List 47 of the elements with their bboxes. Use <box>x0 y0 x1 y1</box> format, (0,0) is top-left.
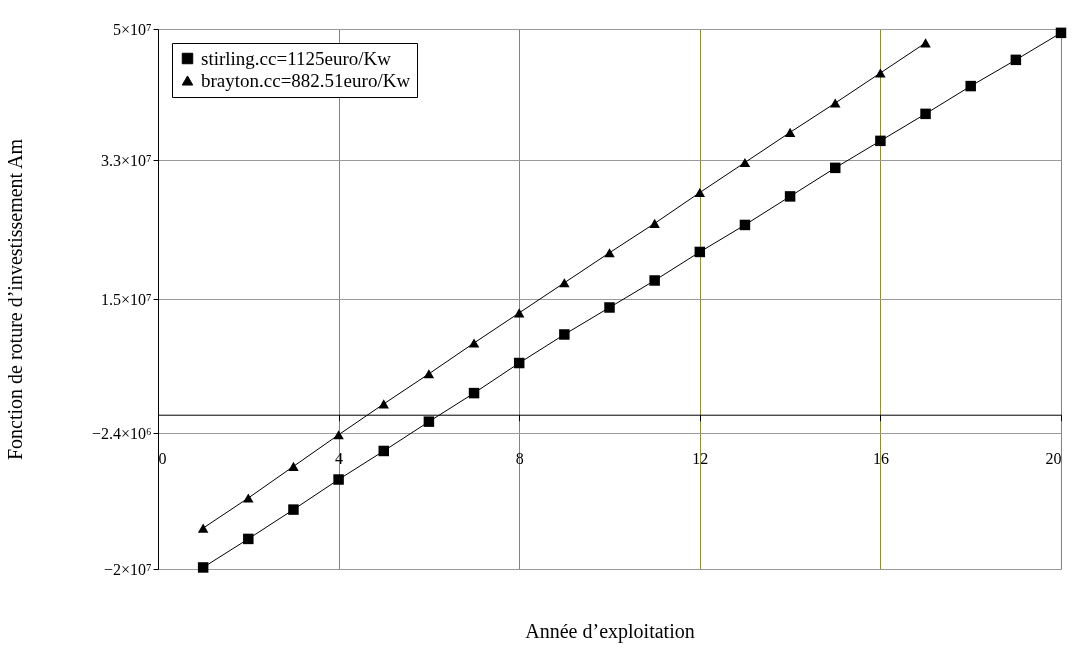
point <box>333 474 344 485</box>
point <box>243 533 254 545</box>
point <box>784 127 796 137</box>
x-tick-label: 20 <box>1045 450 1062 468</box>
point <box>739 219 751 231</box>
point <box>920 108 931 120</box>
point <box>513 308 525 318</box>
x-tick-label: 0 <box>158 450 167 468</box>
point <box>875 68 886 78</box>
point <box>830 162 841 174</box>
legend-label: brayton.cc=882.51euro/Kw <box>201 69 411 91</box>
point <box>333 430 344 440</box>
point <box>649 218 660 228</box>
y-tick-label: 5×10⁷ <box>112 20 152 38</box>
point <box>559 278 570 288</box>
point <box>739 157 751 167</box>
point <box>784 191 796 202</box>
legend-label: stirling.cc=1125euro/Kw <box>201 47 392 69</box>
point <box>288 504 299 515</box>
x-axis-title: Année d’exploitation <box>525 619 695 643</box>
point <box>513 357 525 369</box>
y-tick-label: 1.5×10⁷ <box>100 290 152 308</box>
point <box>1010 54 1022 66</box>
y-tick-label: 3.3×10⁷ <box>100 151 152 169</box>
point <box>378 445 389 457</box>
point <box>604 248 615 258</box>
point <box>694 246 706 258</box>
point <box>920 38 931 48</box>
point <box>604 302 615 313</box>
point <box>423 416 435 427</box>
point <box>965 80 976 92</box>
point <box>197 562 209 573</box>
point <box>649 275 660 286</box>
point <box>423 369 435 379</box>
point <box>1055 27 1067 39</box>
point <box>875 135 886 147</box>
point <box>559 329 570 340</box>
point <box>468 387 480 399</box>
y-tick-label: −2×10⁷ <box>103 560 152 578</box>
point <box>830 98 841 108</box>
point <box>468 338 480 348</box>
point <box>694 188 706 198</box>
point <box>288 461 299 471</box>
y-axis-title: Fonction de roture d’investissement Am <box>3 138 26 461</box>
point <box>243 493 254 503</box>
point <box>197 523 209 533</box>
y-tick-label: −2.4×10⁶ <box>91 424 152 442</box>
